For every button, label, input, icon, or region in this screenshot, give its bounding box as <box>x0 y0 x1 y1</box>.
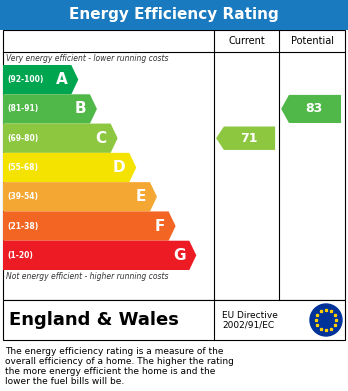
Text: Very energy efficient - lower running costs: Very energy efficient - lower running co… <box>6 54 168 63</box>
Text: (39-54): (39-54) <box>7 192 38 201</box>
Text: 83: 83 <box>306 102 323 115</box>
Text: lower the fuel bills will be.: lower the fuel bills will be. <box>5 377 124 386</box>
Text: E: E <box>136 189 146 204</box>
Polygon shape <box>3 94 97 124</box>
Text: (21-38): (21-38) <box>7 222 38 231</box>
Polygon shape <box>3 65 78 94</box>
Text: (1-20): (1-20) <box>7 251 33 260</box>
Text: (81-91): (81-91) <box>7 104 38 113</box>
Text: Current: Current <box>228 36 265 46</box>
Polygon shape <box>3 153 136 182</box>
Text: Energy Efficiency Rating: Energy Efficiency Rating <box>69 7 279 23</box>
Polygon shape <box>3 124 118 153</box>
Polygon shape <box>3 182 157 212</box>
Text: G: G <box>173 248 185 263</box>
Text: EU Directive: EU Directive <box>222 310 278 319</box>
Text: 71: 71 <box>240 132 257 145</box>
Bar <box>0 0 348 30</box>
Bar <box>3 300 345 340</box>
Bar <box>3 30 345 300</box>
Text: The energy efficiency rating is a measure of the: The energy efficiency rating is a measur… <box>5 347 223 356</box>
Text: (69-80): (69-80) <box>7 134 38 143</box>
Text: C: C <box>95 131 106 146</box>
Text: (55-68): (55-68) <box>7 163 38 172</box>
Polygon shape <box>216 127 275 150</box>
Text: (92-100): (92-100) <box>7 75 44 84</box>
Text: Not energy efficient - higher running costs: Not energy efficient - higher running co… <box>6 272 168 281</box>
Text: Potential: Potential <box>291 36 333 46</box>
Circle shape <box>310 304 342 336</box>
Text: F: F <box>154 219 165 233</box>
Text: D: D <box>113 160 125 175</box>
Text: 2002/91/EC: 2002/91/EC <box>222 321 274 330</box>
Polygon shape <box>281 95 341 123</box>
Text: A: A <box>56 72 67 87</box>
Text: overall efficiency of a home. The higher the rating: overall efficiency of a home. The higher… <box>5 357 234 366</box>
Polygon shape <box>3 241 196 270</box>
Text: the more energy efficient the home is and the: the more energy efficient the home is an… <box>5 367 215 376</box>
Polygon shape <box>3 212 176 241</box>
Text: B: B <box>74 101 86 117</box>
Text: England & Wales: England & Wales <box>9 311 179 329</box>
